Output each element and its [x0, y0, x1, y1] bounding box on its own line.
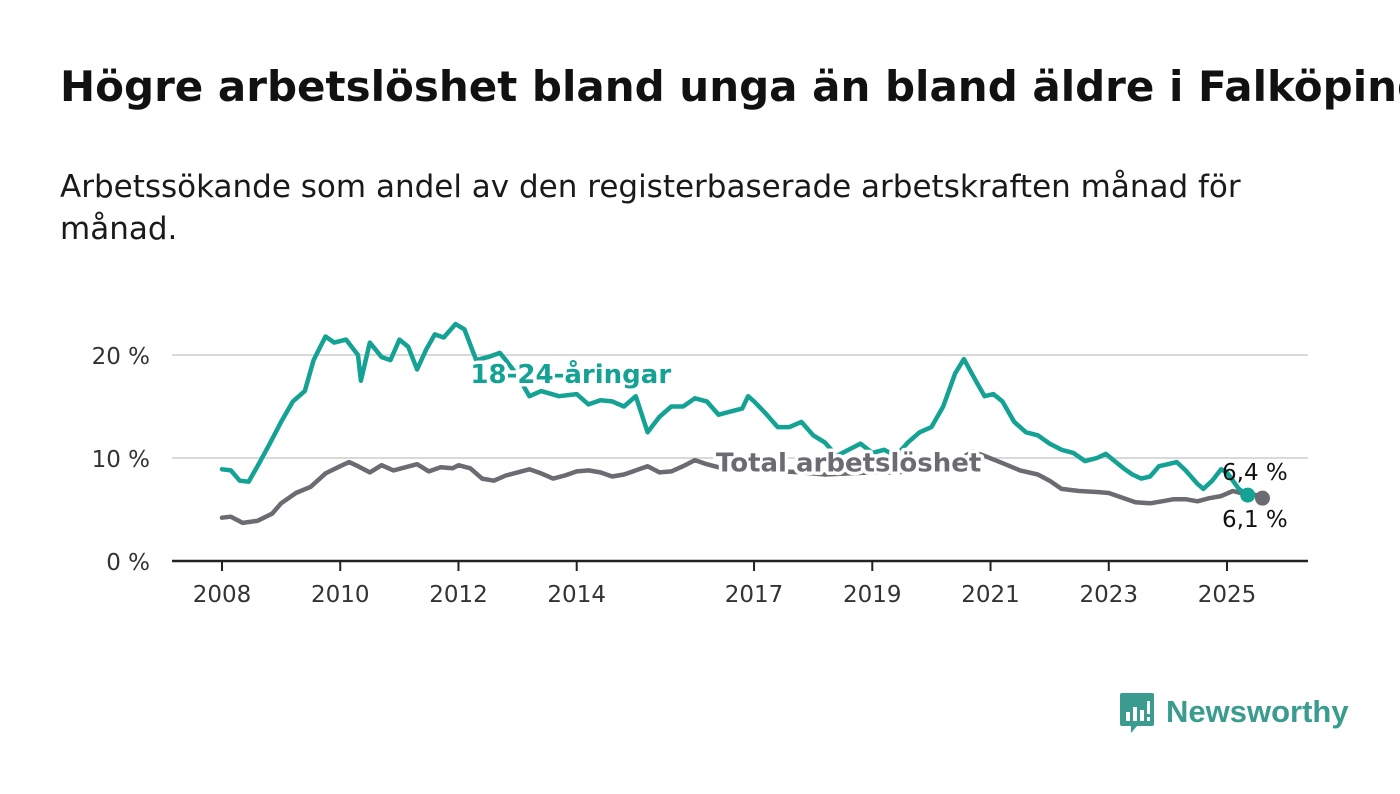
x-tick-label: 2008: [193, 582, 252, 608]
y-tick-label: 20 %: [92, 344, 150, 370]
x-tick-label: 2021: [961, 582, 1020, 608]
end-point-total: [1254, 490, 1270, 506]
x-tick-label: 2012: [429, 582, 488, 608]
end-point-youth: [1240, 487, 1256, 503]
y-tick-label: 10 %: [92, 447, 150, 473]
series-line-youth: [219, 321, 1250, 498]
series-label-youth: 18-24-åringar: [470, 358, 671, 390]
x-tick-label: 2014: [547, 582, 606, 608]
y-tick-label: 0 %: [106, 550, 150, 576]
x-tick-label: 2023: [1079, 582, 1138, 608]
brand-logo[interactable]: Newsworthy: [1118, 690, 1349, 734]
chart-title: Högre arbetslöshet bland unga än bland ä…: [60, 62, 1400, 111]
end-label-youth: 6,4 %: [1222, 460, 1288, 486]
series-line-total: [219, 449, 1265, 526]
x-tick-label: 2017: [725, 582, 784, 608]
chart-subtitle: Arbetssökande som andel av den registerb…: [60, 169, 1241, 247]
newsworthy-icon: [1120, 693, 1154, 733]
end-label-total: 6,1 %: [1222, 507, 1288, 533]
x-tick-label: 2019: [843, 582, 902, 608]
x-tick-label: 2025: [1198, 582, 1257, 608]
series-label-total: Total arbetslöshet: [716, 448, 981, 478]
brand-name: Newsworthy: [1166, 694, 1349, 729]
x-tick-label: 2010: [311, 582, 370, 608]
